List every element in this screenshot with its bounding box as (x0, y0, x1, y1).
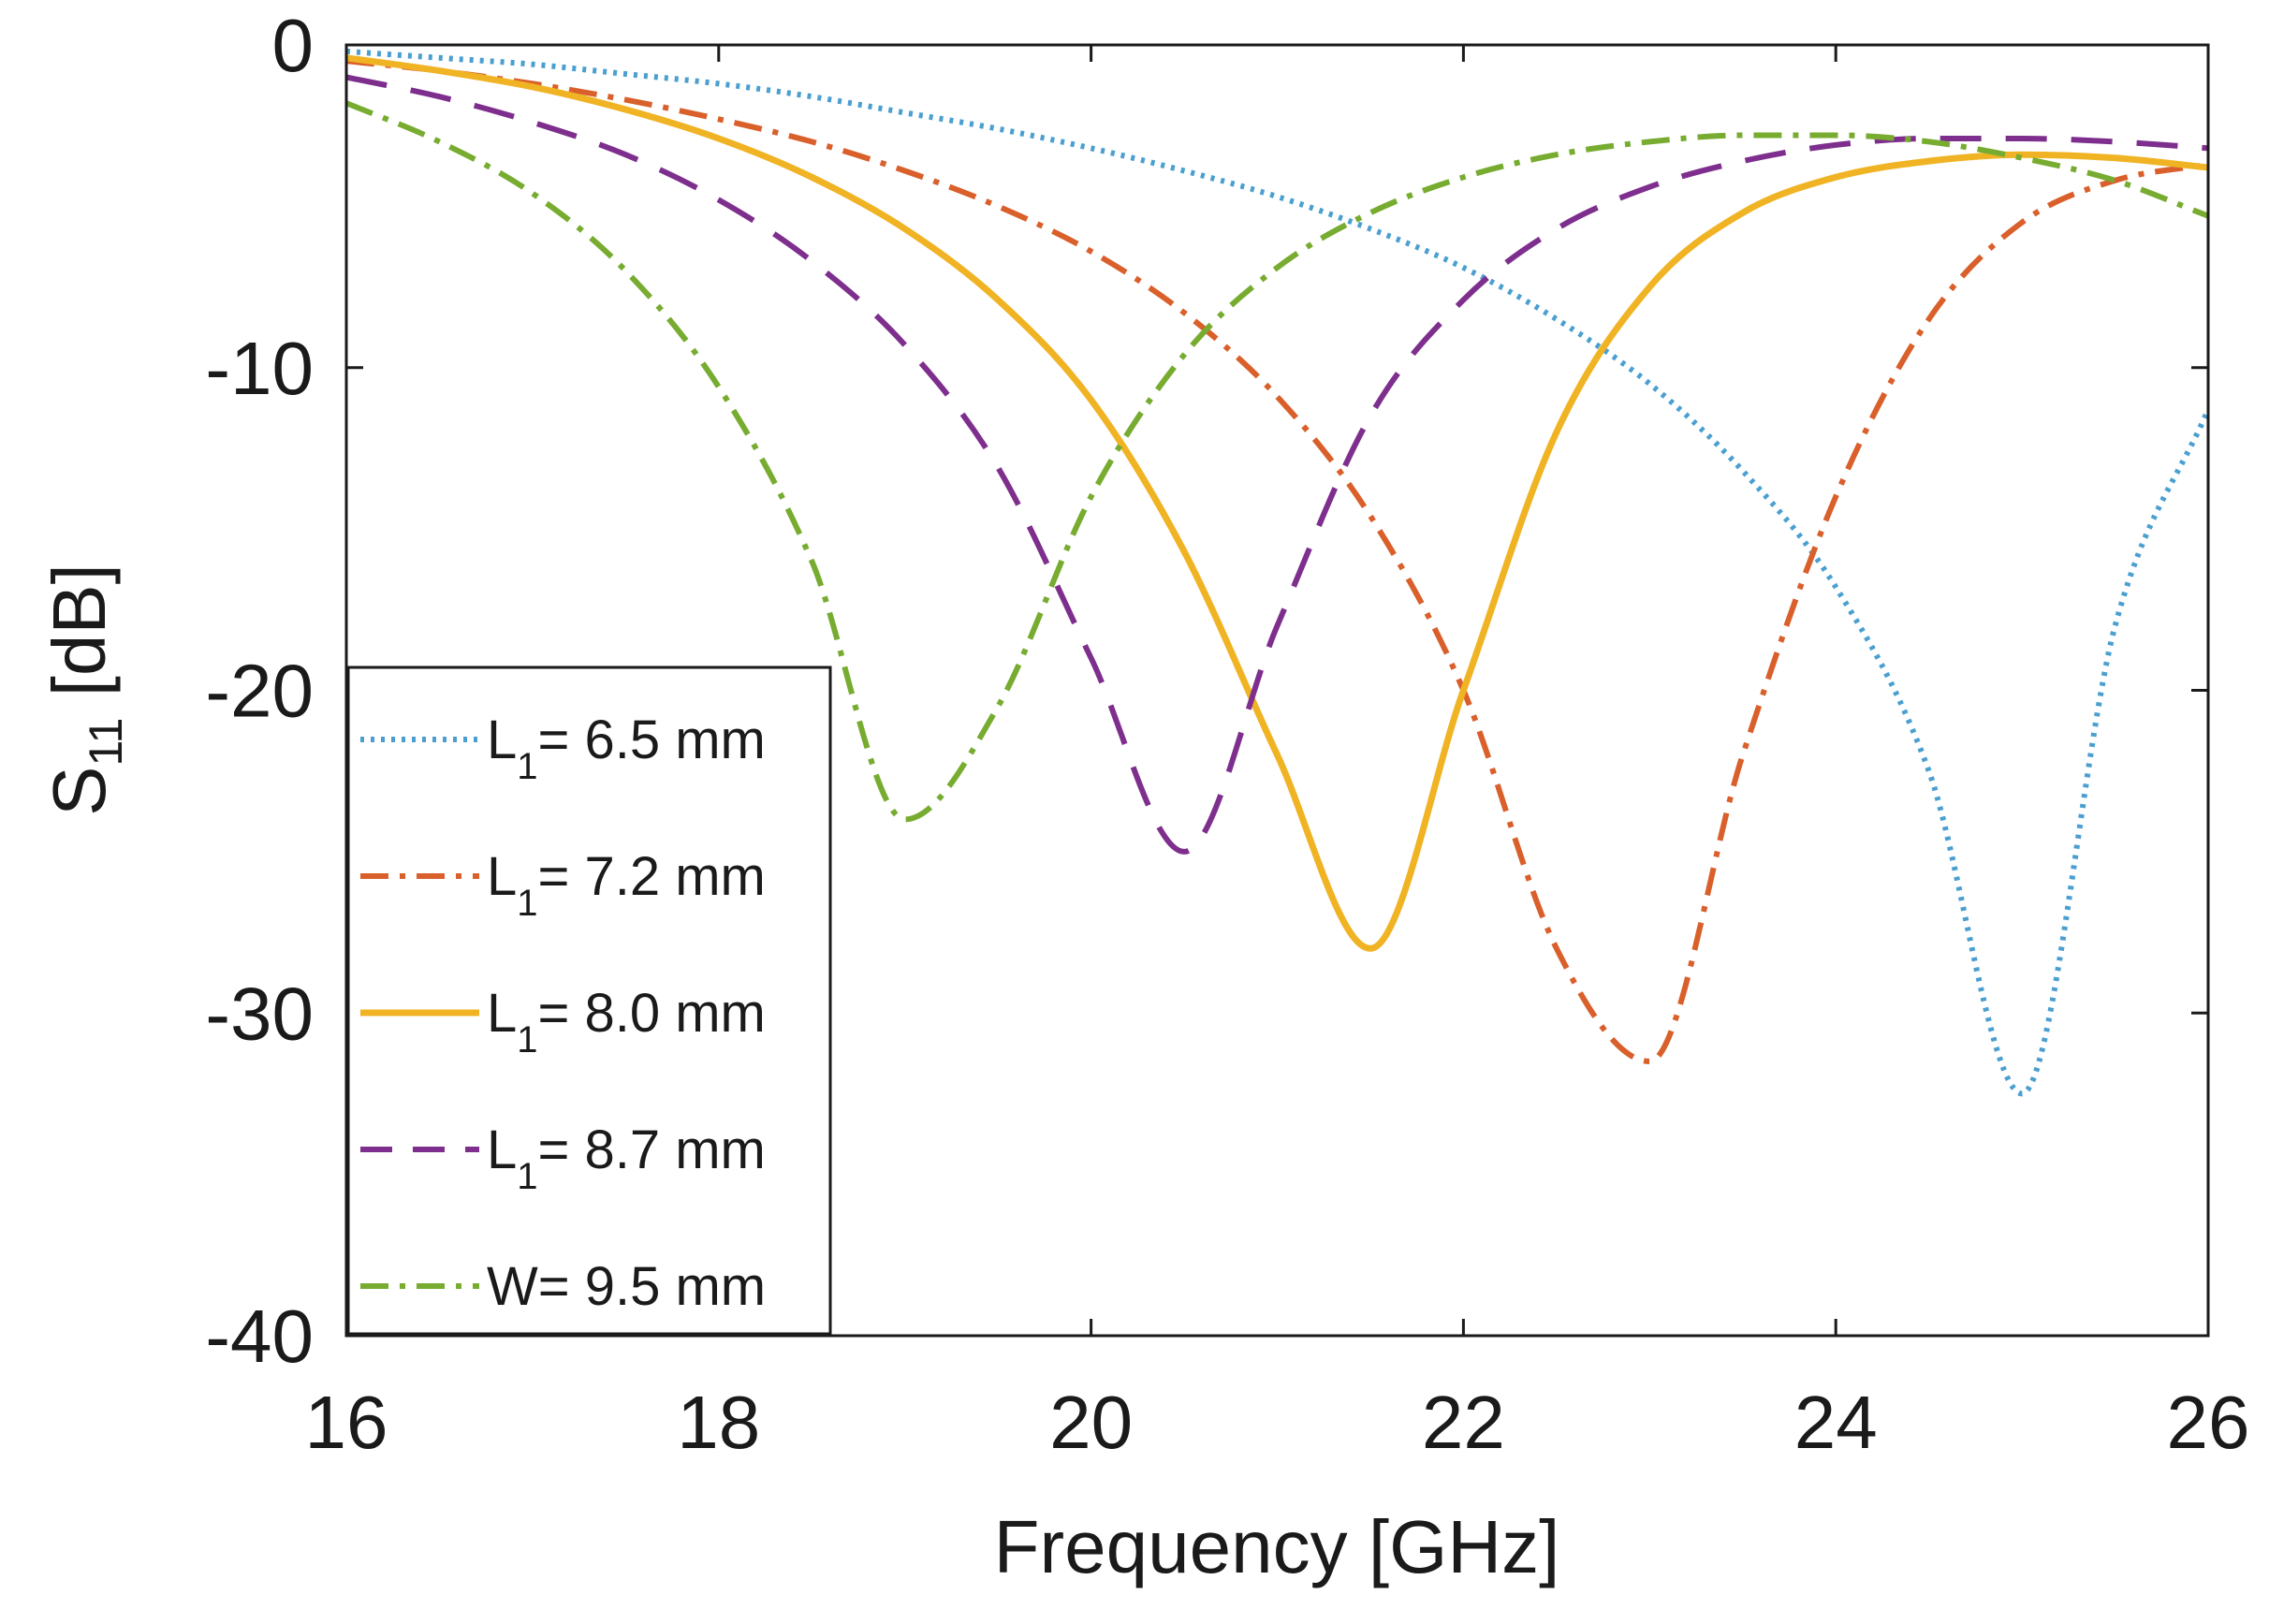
legend-label-main: L (487, 1119, 517, 1180)
y-tick-label: -10 (205, 327, 314, 410)
legend-entry-l1-8-7-mm: L1= 8.7 mm (360, 1119, 766, 1197)
legend-label: L1= 6.5 mm (487, 710, 766, 787)
legend-label-rest: = 9.5 mm (538, 1256, 766, 1317)
legend-label-rest: = 6.5 mm (538, 710, 766, 770)
legend-label-main: L (487, 983, 517, 1044)
y-tick-label: -40 (205, 1295, 314, 1378)
legend-label: L1= 8.7 mm (487, 1119, 766, 1197)
legend-label-main: W (487, 1256, 538, 1317)
legend-label-sub: 1 (517, 1156, 537, 1197)
legend-label-sub: 1 (517, 746, 537, 787)
series-layer (344, 48, 2211, 1097)
legend-label-main: L (487, 846, 517, 907)
y-axis-title-main: S (37, 767, 121, 816)
legend-entry-l1-7-2-mm: L1= 7.2 mm (360, 846, 766, 924)
y-tick-label: 0 (272, 4, 315, 87)
legend-label: W= 9.5 mm (487, 1256, 766, 1317)
x-tick-label: 16 (305, 1381, 388, 1464)
legend-entry-l1-6-5-mm: L1= 6.5 mm (360, 710, 766, 787)
series-line-l1-6-5-mm (345, 48, 2211, 1097)
legend-label-sub: 1 (517, 1019, 537, 1061)
legend-entry-w-9-5-mm: W= 9.5 mm (360, 1256, 766, 1317)
ticks-layer: 16 18 20 22 24 26 0 -10 -20 -30 -40 (205, 4, 2249, 1464)
legend-label-rest: = 7.2 mm (538, 846, 766, 907)
y-tick-label: -30 (205, 972, 314, 1055)
y-axis-title-sub: 11 (80, 718, 132, 767)
legend-label-main: L (487, 710, 517, 770)
y-axis-title: S11 [dB] (37, 563, 132, 816)
legend-label: L1= 7.2 mm (487, 846, 766, 924)
y-axis-title-unit: [dB] (37, 563, 121, 718)
legend-label: L1= 8.0 mm (487, 983, 766, 1061)
x-tick-label: 20 (1049, 1381, 1133, 1464)
legend-box (346, 666, 832, 1336)
x-axis-title: Frequency [GHz] (994, 1505, 1560, 1588)
x-tick-label: 26 (2167, 1381, 2250, 1464)
x-tick-label: 22 (1422, 1381, 1505, 1464)
legend-label-sub: 1 (517, 883, 537, 924)
x-tick-label: 18 (677, 1381, 760, 1464)
plot-frame (344, 43, 2210, 1338)
legend-label-rest: = 8.0 mm (538, 983, 766, 1044)
series-line-l1-8-7-mm (345, 74, 2209, 855)
series-line-l1-8-0-mm (345, 54, 2209, 952)
legend-entry-l1-8-0-mm: L1= 8.0 mm (360, 983, 766, 1061)
series-line-w-9-5-mm (344, 100, 2210, 823)
x-tick-label: 24 (1794, 1381, 1878, 1464)
legend-label-rest: = 8.7 mm (538, 1119, 766, 1180)
series-line-l1-7-2-mm (345, 58, 2209, 1064)
y-tick-label: -20 (205, 650, 314, 733)
